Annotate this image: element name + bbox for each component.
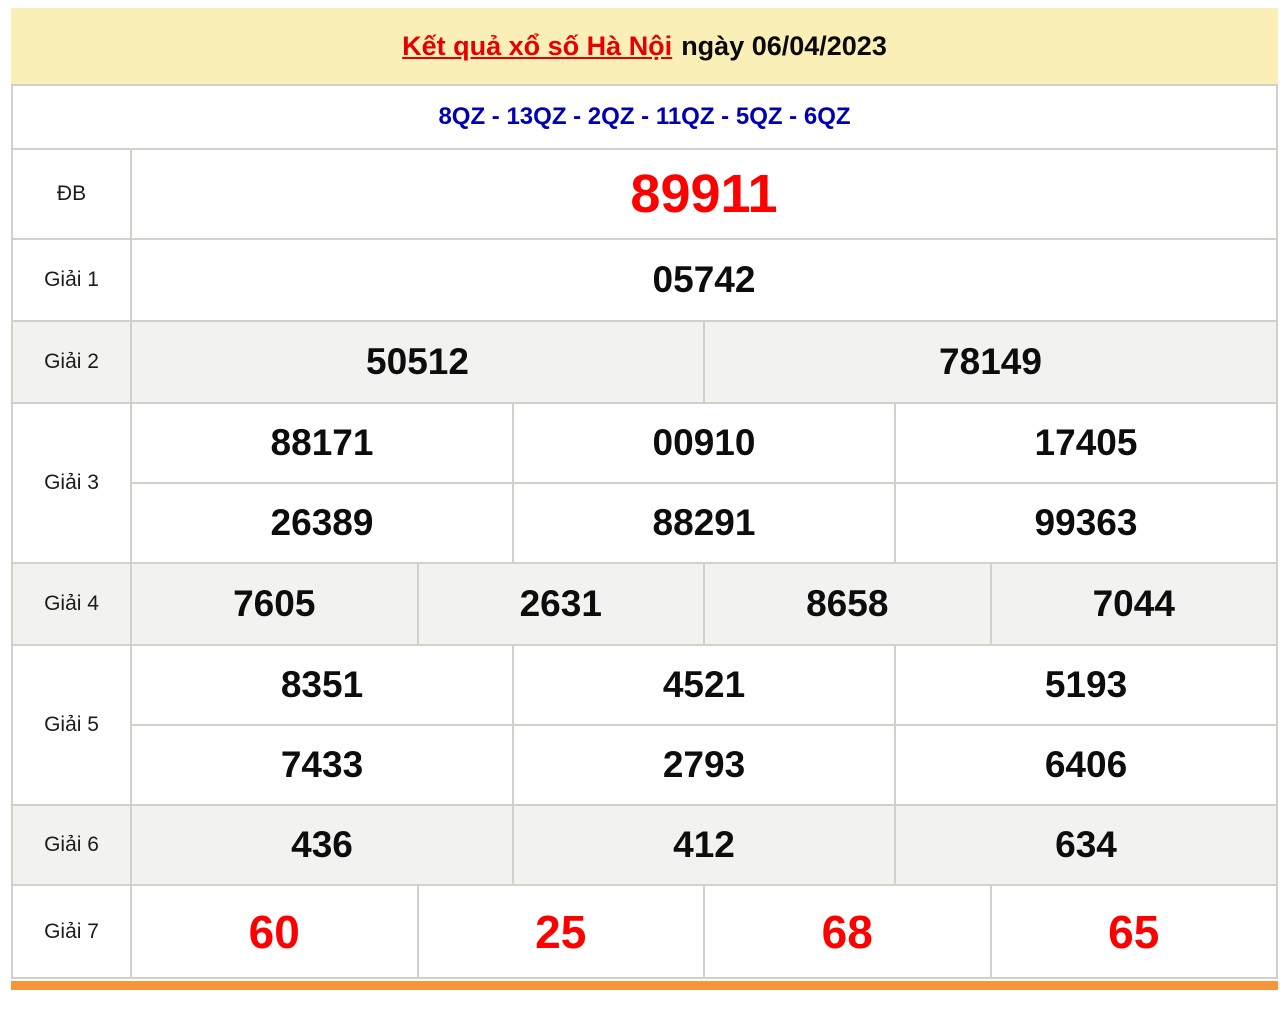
prize-row: Giải 7 60 25 68 65 — [11, 884, 1278, 979]
title-link[interactable]: Kết quả xổ số Hà Nội — [402, 30, 673, 61]
prize-number: 89911 — [130, 148, 1278, 240]
prize-label: Giải 2 — [11, 320, 132, 404]
prize-number: 68 — [703, 884, 992, 979]
prize-number: 2631 — [416, 562, 705, 646]
prize-row: Giải 1 05742 — [11, 238, 1278, 322]
title-date: ngày 06/04/2023 — [681, 30, 887, 61]
prize-label: ĐB — [11, 148, 132, 240]
prize-number: 412 — [512, 804, 896, 886]
prize-label: Giải 5 — [11, 644, 132, 806]
title-band: Kết quả xổ số Hà Nội ngày 06/04/2023 — [11, 8, 1278, 84]
prize-row: 26389 88291 99363 — [12, 482, 1278, 564]
prize-number: 7044 — [989, 562, 1278, 646]
prize-number: 4521 — [512, 644, 896, 726]
prize-number: 88171 — [130, 402, 514, 484]
prize-row: 7433 2793 6406 — [12, 724, 1278, 806]
prize-row: ĐB 89911 — [11, 148, 1278, 240]
lottery-results-panel: Kết quả xổ số Hà Nội ngày 06/04/2023 8QZ… — [11, 8, 1278, 990]
prize-label: Giải 4 — [11, 562, 132, 646]
prize-number: 65 — [989, 884, 1278, 979]
prize-label: Giải 3 — [11, 402, 132, 564]
prize-number: 17405 — [894, 402, 1278, 484]
prize-row: Giải 3 88171 00910 17405 — [11, 402, 1278, 564]
prize-number: 78149 — [703, 320, 1278, 404]
prize-number: 60 — [130, 884, 419, 979]
prize-number: 88291 — [512, 482, 896, 564]
prize-number: 634 — [894, 804, 1278, 886]
prize-number: 8658 — [703, 562, 992, 646]
prize-number: 2793 — [512, 724, 896, 806]
bottom-orange-bar — [11, 981, 1278, 990]
prize-row: Giải 4 7605 2631 8658 7044 — [11, 562, 1278, 646]
prize-number: 00910 — [512, 402, 896, 484]
prize-number: 7433 — [130, 724, 514, 806]
prize-number: 05742 — [130, 238, 1278, 322]
prize-number: 25 — [416, 884, 705, 979]
prize-number: 99363 — [894, 482, 1278, 564]
prize-number: 5193 — [894, 644, 1278, 726]
prize-row: Giải 6 436 412 634 — [11, 804, 1278, 886]
prize-number: 26389 — [130, 482, 514, 564]
prize-row: Giải 5 8351 4521 5193 — [11, 644, 1278, 806]
prize-number: 50512 — [130, 320, 705, 404]
results-table-body: ĐB 89911 Giải 1 05742 Giải 2 50512 78149 Giải 3… — [11, 148, 1278, 979]
prize-label: Giải 7 — [11, 884, 132, 979]
prize-label: Giải 6 — [11, 804, 132, 886]
prize-label: Giải 1 — [11, 238, 132, 322]
prize-number: 7605 — [130, 562, 419, 646]
results-table: 8QZ - 13QZ - 2QZ - 11QZ - 5QZ - 6QZ ĐB 89… — [11, 84, 1278, 979]
qz-codes-text: 8QZ - 13QZ - 2QZ - 11QZ - 5QZ - 6QZ — [11, 84, 1278, 150]
prize-number: 8351 — [130, 644, 514, 726]
prize-row: Giải 2 50512 78149 — [11, 320, 1278, 404]
prize-number: 6406 — [894, 724, 1278, 806]
prize-number: 436 — [130, 804, 514, 886]
codes-row: 8QZ - 13QZ - 2QZ - 11QZ - 5QZ - 6QZ — [11, 84, 1278, 150]
